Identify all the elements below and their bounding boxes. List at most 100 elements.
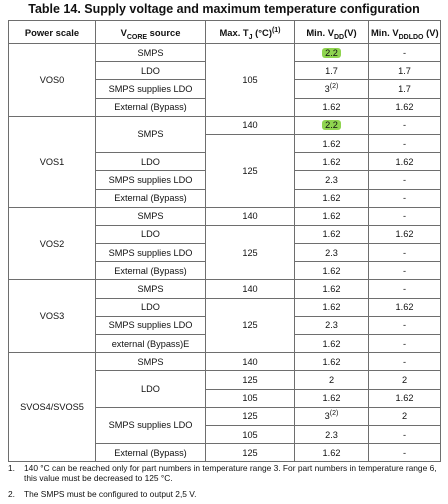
min-vdd-cell: 1.62 bbox=[294, 279, 369, 299]
min-vddldo-cell: - bbox=[368, 170, 441, 190]
table-row: VOS1 SMPS 140 2.2 - bbox=[8, 115, 441, 208]
footnote: 2. The SMPS must be configured to output… bbox=[8, 489, 440, 499]
header-min-vdd: Min. VDD(V) bbox=[294, 20, 369, 44]
min-vddldo-cell: 1.62 bbox=[368, 97, 441, 117]
min-vdd-cell: 1.62 bbox=[294, 206, 369, 226]
min-vddldo-cell: - bbox=[368, 424, 441, 445]
footnote-text: The SMPS must be configured to output 2,… bbox=[24, 488, 197, 499]
max-tj-cell: 125 bbox=[205, 224, 295, 281]
min-vddldo-cell: 1.7 bbox=[368, 61, 441, 81]
min-vddldo-cell: 2 bbox=[368, 406, 441, 426]
min-vddldo-cell: - bbox=[368, 443, 441, 463]
min-vddldo-cell: - bbox=[368, 352, 441, 372]
min-vdd-cell: 2.2 bbox=[294, 115, 369, 135]
max-tj-cell: 125 bbox=[205, 297, 295, 354]
table-row: VOS2 SMPS 140 1.62 - bbox=[8, 206, 441, 281]
power-scale-cell: VOS2 bbox=[8, 206, 96, 281]
supply-voltage-table: Power scale VCORE source Max. TJ (°C)(1)… bbox=[8, 20, 441, 463]
table-row: LDO 1.62 1.62 bbox=[9, 152, 441, 172]
vcore-source-cell: External (Bypass) bbox=[95, 443, 206, 463]
min-vdd-cell: 2.3 bbox=[294, 243, 369, 263]
min-vddldo-cell: - bbox=[368, 115, 441, 135]
min-vddldo-cell: - bbox=[368, 315, 441, 336]
min-vddldo-cell: 1.62 bbox=[368, 388, 441, 408]
footnote-text: 140 °C can be reached only for part numb… bbox=[24, 463, 437, 484]
table-row: External (Bypass) 125 1.62 - bbox=[9, 443, 441, 463]
min-vddldo-cell: 1.62 bbox=[368, 152, 441, 172]
min-vddldo-cell: - bbox=[368, 206, 441, 226]
footnote-number: 1. bbox=[8, 463, 15, 473]
min-vddldo-cell: - bbox=[368, 261, 441, 281]
min-vddldo-cell: 1.7 bbox=[368, 79, 441, 99]
min-vdd-cell: 1.62 bbox=[294, 261, 369, 281]
header-power-scale: Power scale bbox=[8, 20, 96, 44]
min-vddldo-cell: 1.62 bbox=[368, 224, 441, 245]
min-vdd-cell: 2.3 bbox=[294, 424, 369, 445]
min-vddldo-cell: - bbox=[368, 279, 441, 299]
footnote-number: 2. bbox=[8, 488, 15, 499]
header-max-tj: Max. TJ (°C)(1) bbox=[205, 20, 295, 44]
table-row: External (Bypass) 1.62 - bbox=[9, 261, 441, 281]
vcore-source-cell: SMPS supplies LDO bbox=[95, 406, 206, 445]
min-vdd-cell: 1.62 bbox=[294, 188, 369, 208]
power-scale-cell: VOS1 bbox=[8, 115, 96, 208]
min-vddldo-cell: 2 bbox=[368, 370, 441, 390]
min-vdd-cell: 2.2 bbox=[294, 42, 369, 63]
vcore-source-cell: External (Bypass) bbox=[95, 188, 206, 208]
min-vdd-cell: 1.62 bbox=[294, 388, 369, 408]
max-tj-cell: 105 bbox=[205, 388, 295, 408]
vcore-source-cell: LDO bbox=[95, 370, 206, 408]
vcore-source-cell: External (Bypass) bbox=[95, 261, 206, 281]
vcore-source-cell: SMPS bbox=[95, 115, 206, 154]
table-row: SMPS supplies LDO 125 3(2) 2 bbox=[9, 406, 441, 445]
min-vddldo-cell: - bbox=[368, 188, 441, 208]
table-row: 125 1.62 - bbox=[9, 133, 441, 208]
table-title: Table 14. Supply voltage and maximum tem… bbox=[28, 2, 420, 16]
min-vdd-cell: 3(2) bbox=[294, 406, 369, 426]
highlighted-value: 2.2 bbox=[322, 47, 341, 58]
vcore-source-cell: SMPS bbox=[95, 279, 206, 299]
max-tj-cell: 105 bbox=[205, 424, 295, 445]
vcore-source-cell: SMPS supplies LDO bbox=[95, 79, 206, 99]
min-vdd-cell: 1.62 bbox=[294, 97, 369, 117]
header-row: Power scale VCORE source Max. TJ (°C)(1)… bbox=[8, 20, 441, 44]
vcore-source-cell: SMPS supplies LDO bbox=[95, 315, 206, 336]
min-vddldo-cell: - bbox=[368, 133, 441, 154]
vcore-source-cell: LDO bbox=[95, 224, 206, 245]
vcore-source-cell: SMPS bbox=[95, 352, 206, 372]
min-vdd-cell: 2.3 bbox=[294, 315, 369, 336]
vcore-source-cell: SMPS supplies LDO bbox=[95, 170, 206, 190]
table-row: LDO 1.7 1.7 bbox=[9, 61, 441, 81]
min-vddldo-cell: - bbox=[368, 42, 441, 63]
max-tj-cell: 140 bbox=[205, 115, 295, 135]
max-tj-cell: 125 bbox=[205, 370, 295, 390]
table-row: External (Bypass) 1.62 1.62 bbox=[9, 97, 441, 117]
table-row: LDO 125 2 2 bbox=[9, 370, 441, 408]
footnote: 1. 140 °C can be reached only for part n… bbox=[8, 463, 440, 484]
table-row: External (Bypass) 1.62 - bbox=[9, 188, 441, 208]
power-scale-cell: SVOS4/SVOS5 bbox=[8, 352, 96, 463]
min-vdd-cell: 1.62 bbox=[294, 224, 369, 245]
max-tj-cell: 125 bbox=[205, 443, 295, 463]
max-tj-cell: 105 bbox=[205, 43, 295, 117]
vcore-source-cell: External (Bypass) bbox=[95, 97, 206, 117]
min-vddldo-cell: - bbox=[368, 333, 441, 354]
min-vddldo-cell: - bbox=[368, 243, 441, 263]
table-row: LDO 125 1.62 1.62 bbox=[9, 224, 441, 281]
vcore-source-cell: SMPS bbox=[95, 42, 206, 63]
max-tj-cell: 140 bbox=[205, 352, 295, 372]
min-vdd-cell: 2.3 bbox=[294, 170, 369, 190]
vcore-source-cell: LDO bbox=[95, 297, 206, 317]
min-vddldo-cell: 1.62 bbox=[368, 297, 441, 317]
table-row: external (Bypass)E 1.62 - bbox=[9, 333, 441, 354]
table-row: LDO 125 1.62 1.62 bbox=[9, 297, 441, 354]
max-tj-cell: 125 bbox=[205, 406, 295, 426]
vcore-source-cell: SMPS bbox=[95, 206, 206, 226]
footnotes: 1. 140 °C can be reached only for part n… bbox=[8, 463, 440, 504]
table-row: SMPS supplies LDO 2.3 - bbox=[9, 243, 441, 263]
vcore-source-cell: LDO bbox=[95, 61, 206, 81]
vcore-source-cell: external (Bypass)E bbox=[95, 333, 206, 354]
table-row: SVOS4/SVOS5 SMPS 140 1.62 - bbox=[8, 352, 441, 463]
min-vdd-cell: 1.62 bbox=[294, 297, 369, 317]
vcore-source-cell: SMPS supplies LDO bbox=[95, 243, 206, 263]
